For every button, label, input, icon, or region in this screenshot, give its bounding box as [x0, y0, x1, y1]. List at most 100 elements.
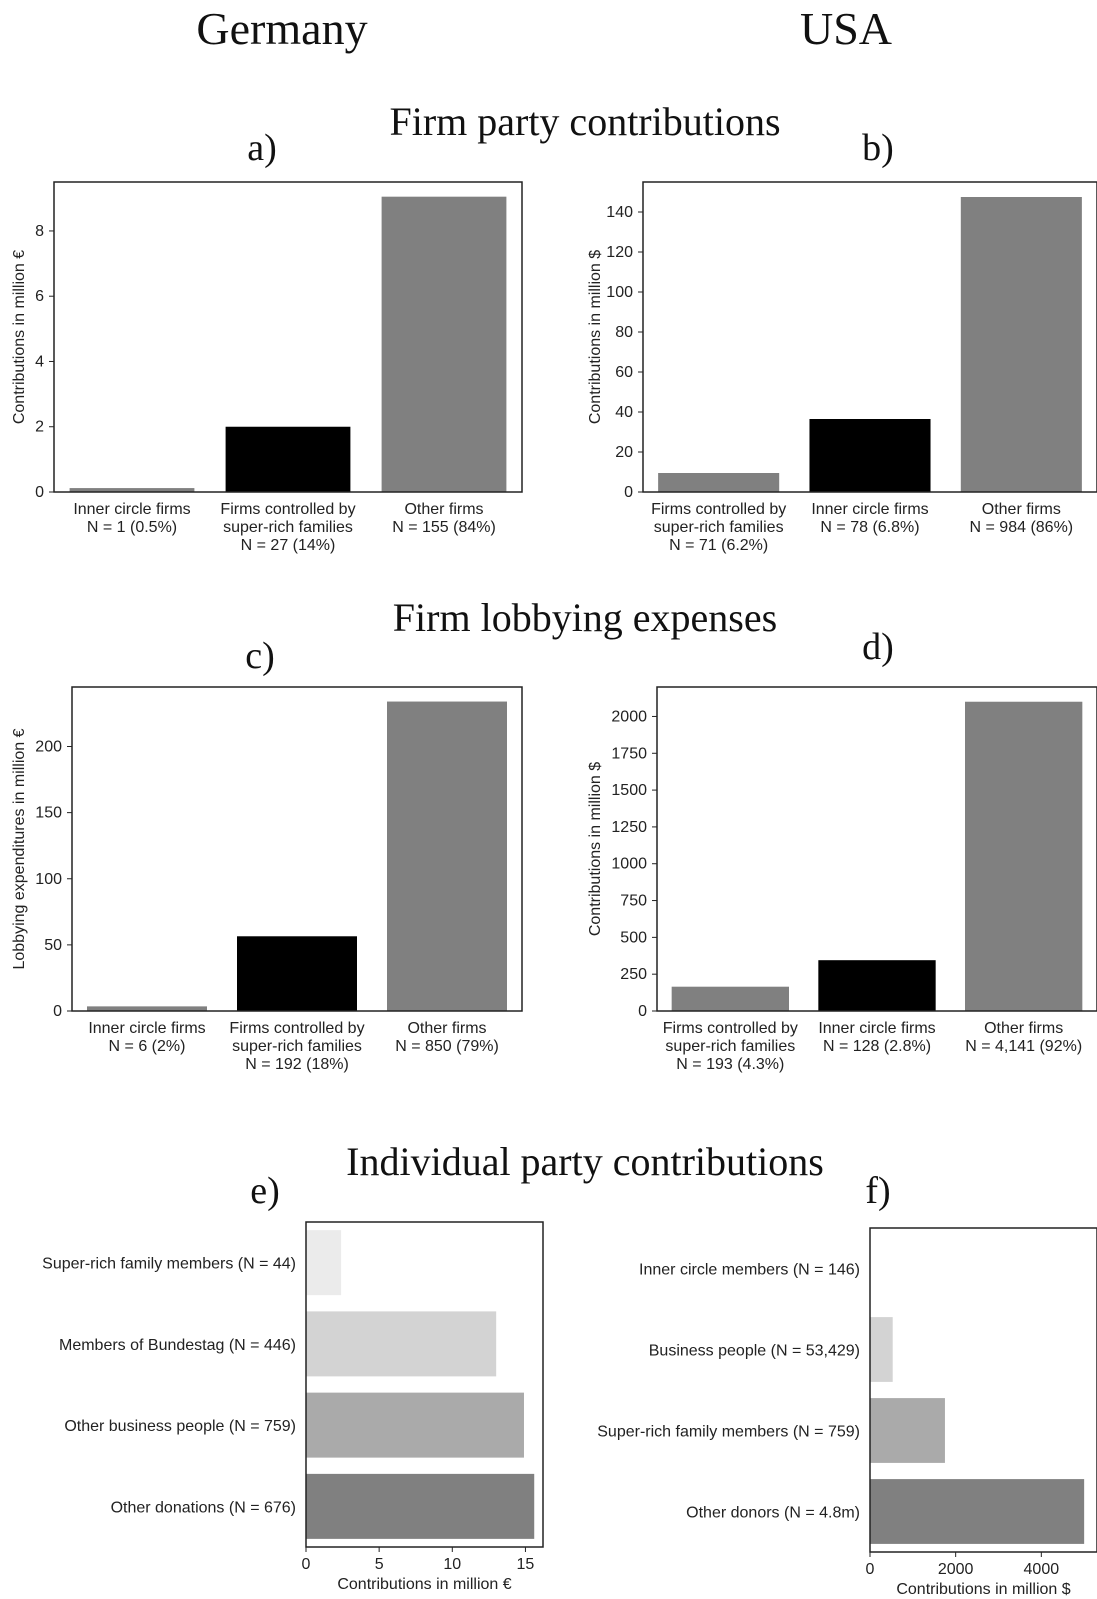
plot-frame-c [71, 686, 523, 1012]
x-tick-label-a-0: Inner circle firms [73, 501, 190, 518]
y-tick-label-a-2: 4 [35, 353, 44, 370]
y-tick-label-e-3: Other donations (N = 676) [111, 1499, 296, 1516]
y-tick-label-d-6: 1500 [611, 782, 647, 799]
x-tick-label-f-1: 2000 [938, 1561, 974, 1578]
y-tick-label-d-5: 1250 [611, 819, 647, 836]
x-tick-label-a-2: Other firms [404, 501, 483, 518]
x-tick-label-f-2: 4000 [1024, 1561, 1060, 1578]
y-tick-label-f-1: Business people (N = 53,429) [649, 1343, 860, 1360]
x-tick-label-a-1: Firms controlled by [220, 501, 355, 518]
panel-label-a: a) [247, 127, 277, 169]
panel-label-f: f) [865, 1170, 890, 1212]
y-tick-label-c-3: 150 [35, 805, 62, 822]
y-axis-label-a: Contributions in million € [11, 250, 28, 424]
x-tick-label-c-0: Inner circle firms [88, 1020, 205, 1037]
chart-e: e) Super-rich family members (N = 44) Memb… [42, 1170, 544, 1593]
x-tick-label-d-1: Inner circle firms [818, 1020, 935, 1037]
y-tick-label-a-3: 6 [35, 288, 44, 305]
bar-e-3 [306, 1473, 535, 1539]
y-tick-label-a-4: 8 [35, 223, 44, 240]
y-axis-label-d: Contributions in million $ [587, 762, 604, 936]
bar-d-2 [965, 701, 1083, 1011]
x-tick-label-d-2: Other firms [984, 1020, 1063, 1037]
y-axis-label-b: Contributions in million $ [587, 250, 604, 424]
bar-a-0 [69, 488, 195, 492]
x-tick-label-b-2: Other firms [982, 501, 1061, 518]
x-tick-label-e-2: 10 [443, 1556, 461, 1573]
bar-c-2 [387, 701, 507, 1011]
y-tick-label-a-1: 2 [35, 419, 44, 436]
germany-header: Germany [196, 3, 367, 54]
y-tick-label-b-1: 20 [615, 444, 633, 461]
y-tick-label-e-2: Other business people (N = 759) [64, 1418, 296, 1435]
y-tick-label-d-0: 0 [638, 1003, 647, 1020]
panel-label-e: e) [250, 1170, 280, 1212]
y-tick-label-c-1: 50 [44, 937, 62, 954]
bar-e-1 [306, 1311, 497, 1377]
x-tick-label-c-1: N = 192 (18%) [245, 1056, 349, 1073]
x-tick-label-c-1: Firms controlled by [229, 1020, 364, 1037]
x-tick-label-a-2: N = 155 (84%) [392, 519, 496, 536]
plot-frame-f [869, 1227, 1097, 1553]
plot-frame-b [642, 181, 1097, 493]
bar-f-1 [870, 1317, 893, 1382]
chart-f: f) Inner circle members (N = 146) Business… [597, 1170, 1097, 1598]
bar-b-2 [960, 197, 1082, 492]
x-tick-label-e-0: 0 [302, 1556, 311, 1573]
y-tick-label-b-6: 120 [606, 244, 633, 261]
y-tick-label-b-4: 80 [615, 324, 633, 341]
x-tick-label-b-1: Inner circle firms [811, 501, 928, 518]
x-tick-label-a-1: N = 27 (14%) [241, 537, 336, 554]
y-tick-label-f-0: Inner circle members (N = 146) [639, 1262, 860, 1279]
x-tick-label-e-3: 15 [517, 1556, 535, 1573]
section-title-firm-contributions: Firm party contributions [389, 99, 780, 144]
x-tick-label-b-1: N = 78 (6.8%) [820, 519, 919, 536]
bar-d-0 [671, 986, 789, 1011]
x-tick-label-d-1: N = 128 (2.8%) [823, 1038, 931, 1055]
x-tick-label-c-2: Other firms [407, 1020, 486, 1037]
y-tick-label-c-0: 0 [53, 1003, 62, 1020]
x-tick-label-d-2: N = 4,141 (92%) [965, 1038, 1082, 1055]
y-tick-label-d-4: 1000 [611, 856, 647, 873]
x-tick-label-a-0: N = 1 (0.5%) [87, 519, 177, 536]
y-tick-label-a-0: 0 [35, 484, 44, 501]
panel-label-c: c) [245, 635, 275, 677]
bar-a-2 [381, 196, 507, 492]
y-tick-label-d-7: 1750 [611, 745, 647, 762]
y-axis-label-c: Lobbying expenditures in million € [11, 728, 28, 969]
x-tick-label-b-0: N = 71 (6.2%) [669, 537, 768, 554]
y-tick-label-c-2: 100 [35, 871, 62, 888]
y-tick-label-f-2: Super-rich family members (N = 759) [597, 1424, 860, 1441]
plot-frame-a [53, 181, 523, 493]
x-tick-label-e-1: 5 [375, 1556, 384, 1573]
bar-e-2 [306, 1392, 524, 1458]
y-tick-label-d-8: 2000 [611, 708, 647, 725]
x-tick-label-f-0: 0 [866, 1561, 875, 1578]
bar-b-0 [658, 473, 780, 492]
section-title-individual: Individual party contributions [346, 1139, 824, 1184]
y-tick-label-d-2: 500 [620, 929, 647, 946]
y-tick-label-e-1: Members of Bundestag (N = 446) [59, 1337, 296, 1354]
y-tick-label-e-0: Super-rich family members (N = 44) [42, 1256, 296, 1273]
bar-b-1 [809, 419, 931, 492]
x-tick-label-d-0: N = 193 (4.3%) [676, 1056, 784, 1073]
y-tick-label-b-0: 0 [624, 484, 633, 501]
y-tick-label-d-3: 750 [620, 893, 647, 910]
bar-a-1 [225, 426, 351, 492]
y-tick-label-f-3: Other donors (N = 4.8m) [686, 1505, 860, 1522]
panel-label-d: d) [862, 626, 894, 668]
x-axis-label-e: Contributions in million € [337, 1576, 511, 1593]
bar-d-1 [818, 960, 936, 1011]
x-axis-label-f: Contributions in million $ [896, 1581, 1070, 1598]
y-tick-label-c-4: 200 [35, 739, 62, 756]
x-tick-label-a-1: super-rich families [223, 519, 353, 536]
bar-f-3 [870, 1479, 1085, 1544]
usa-header: USA [800, 3, 892, 54]
x-tick-label-d-0: Firms controlled by [663, 1020, 798, 1037]
x-tick-label-b-2: N = 984 (86%) [970, 519, 1074, 536]
